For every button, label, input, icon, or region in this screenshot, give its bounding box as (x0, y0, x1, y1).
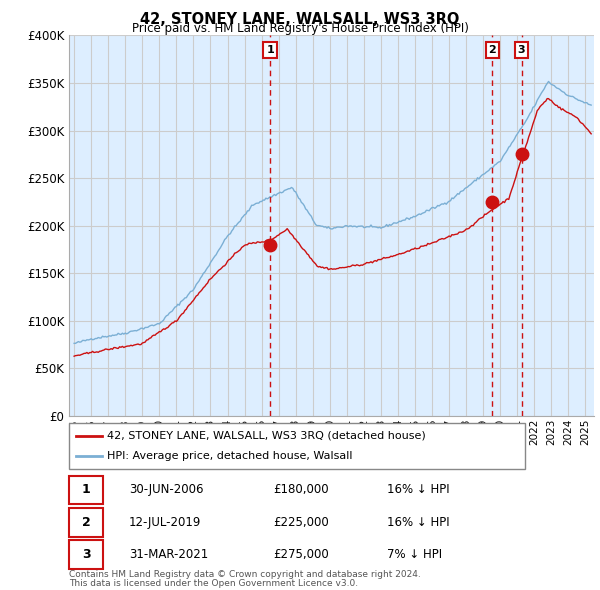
Text: £225,000: £225,000 (273, 516, 329, 529)
Text: This data is licensed under the Open Government Licence v3.0.: This data is licensed under the Open Gov… (69, 579, 358, 588)
Text: 31-MAR-2021: 31-MAR-2021 (129, 548, 208, 562)
Text: 42, STONEY LANE, WALSALL, WS3 3RQ (detached house): 42, STONEY LANE, WALSALL, WS3 3RQ (detac… (107, 431, 425, 441)
Text: Price paid vs. HM Land Registry's House Price Index (HPI): Price paid vs. HM Land Registry's House … (131, 22, 469, 35)
Text: HPI: Average price, detached house, Walsall: HPI: Average price, detached house, Wals… (107, 451, 352, 461)
Text: 1: 1 (266, 45, 274, 55)
Text: 2: 2 (82, 516, 91, 529)
Text: 3: 3 (82, 548, 91, 562)
Text: 7% ↓ HPI: 7% ↓ HPI (387, 548, 442, 562)
Text: 12-JUL-2019: 12-JUL-2019 (129, 516, 202, 529)
Text: 30-JUN-2006: 30-JUN-2006 (129, 483, 203, 497)
Text: 1: 1 (82, 483, 91, 497)
Text: 2: 2 (488, 45, 496, 55)
Text: 16% ↓ HPI: 16% ↓ HPI (387, 516, 449, 529)
Text: £180,000: £180,000 (273, 483, 329, 497)
Text: 16% ↓ HPI: 16% ↓ HPI (387, 483, 449, 497)
Text: 42, STONEY LANE, WALSALL, WS3 3RQ: 42, STONEY LANE, WALSALL, WS3 3RQ (140, 12, 460, 27)
Text: 3: 3 (518, 45, 526, 55)
Text: Contains HM Land Registry data © Crown copyright and database right 2024.: Contains HM Land Registry data © Crown c… (69, 571, 421, 579)
Text: £275,000: £275,000 (273, 548, 329, 562)
